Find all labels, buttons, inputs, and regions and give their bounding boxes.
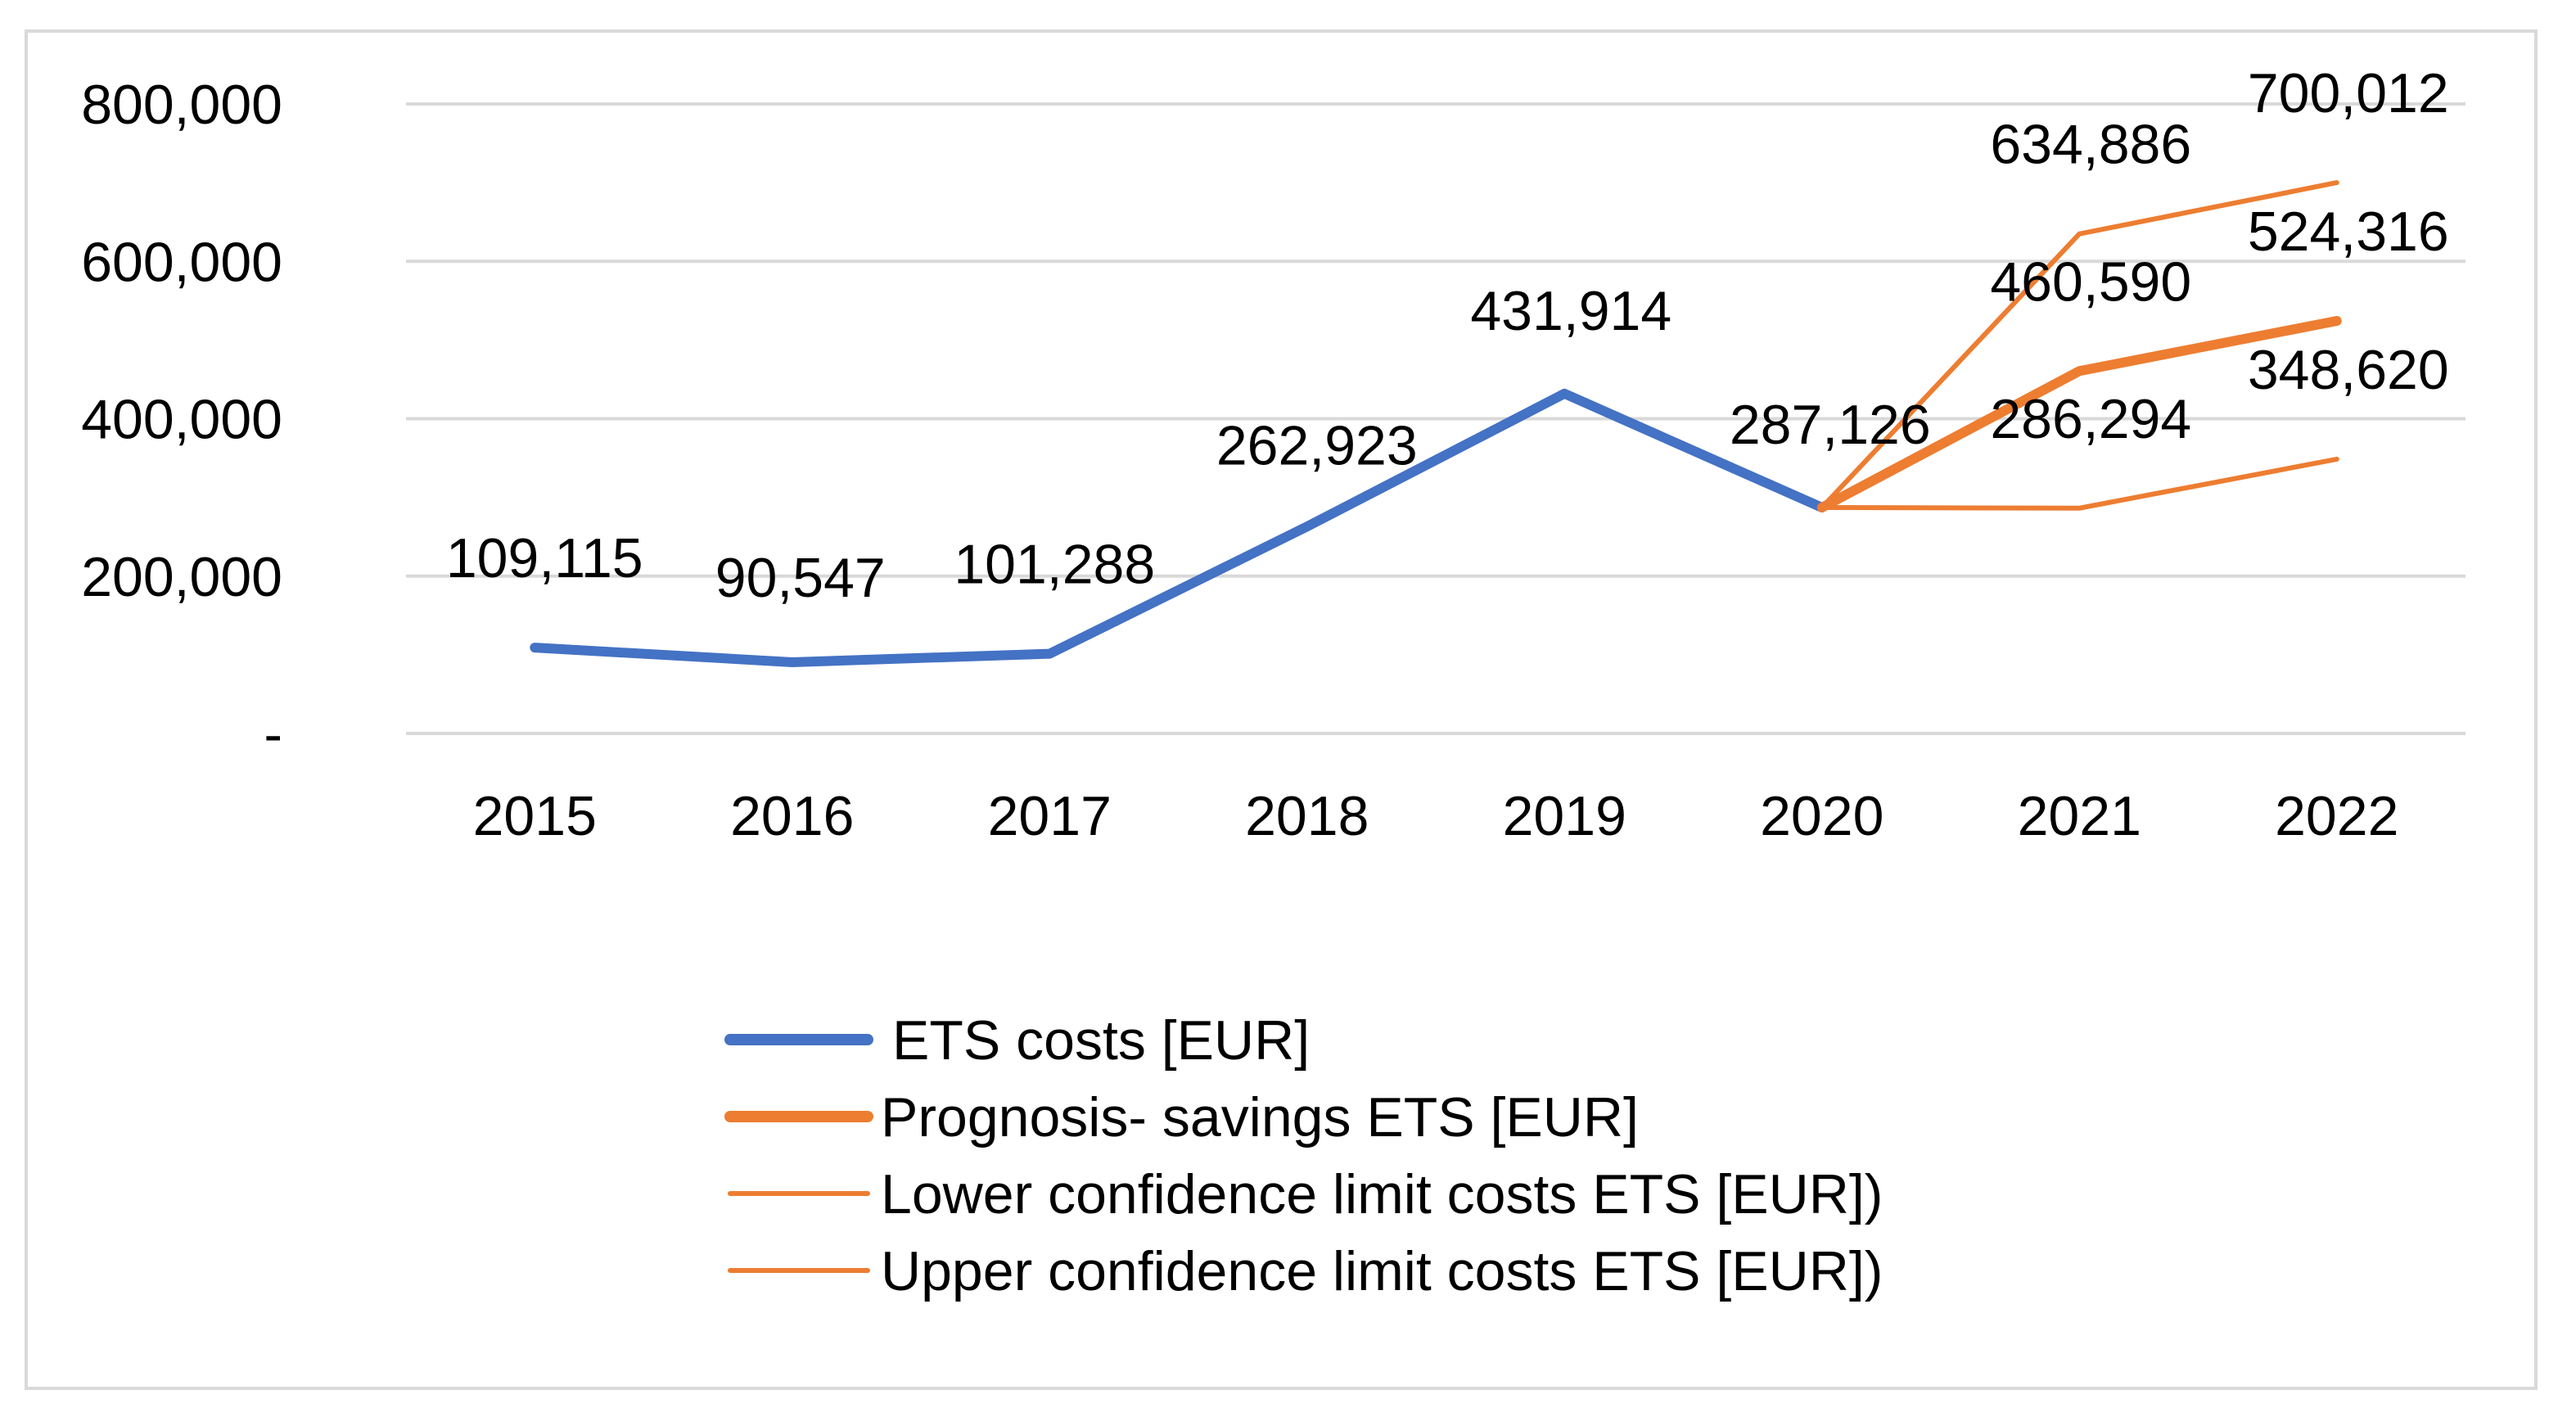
series-line-1: [1816, 316, 2342, 513]
y-tick-label: 200,000: [81, 546, 282, 608]
data-label: 431,914: [1470, 280, 1671, 342]
x-tick-label: 2016: [730, 785, 854, 847]
legend-label: Prognosis- savings ETS [EUR]: [881, 1086, 1639, 1148]
y-tick-label: 600,000: [81, 231, 282, 293]
data-label: 109,115: [446, 527, 643, 589]
x-tick-label: 2019: [1503, 785, 1626, 847]
x-tick-label: 2020: [1760, 785, 1884, 847]
data-labels: 109,115 90,547 101,288 262,923 431,914 287,12…: [446, 62, 2449, 609]
y-axis-ticks: - 200,000 400,000 600,000 800,000: [81, 74, 282, 765]
series-line-3: [1819, 180, 2339, 511]
y-tick-label: 400,000: [81, 389, 282, 451]
x-tick-label: 2015: [473, 785, 597, 847]
data-label: 700,012: [2248, 62, 2449, 124]
x-tick-label: 2022: [2275, 785, 2398, 847]
data-label: 634,886: [1990, 114, 2191, 176]
gridlines: [406, 102, 2465, 735]
legend-label: ETS costs [EUR]: [892, 1009, 1310, 1072]
data-label: 262,923: [1216, 414, 1418, 476]
legend: ETS costs [EUR] Prognosis- savings ETS [E…: [724, 1009, 1883, 1302]
series-lines: [530, 180, 2342, 667]
data-label: 287,126: [1730, 394, 1931, 456]
data-label: 460,590: [1990, 250, 2191, 313]
series-line-0: [530, 388, 1827, 667]
data-label: 286,294: [1990, 388, 2191, 450]
series-line-2: [1819, 456, 2339, 511]
data-label: 348,620: [2248, 339, 2449, 401]
chart-frame: [25, 29, 2538, 1390]
x-tick-label: 2017: [988, 785, 1112, 847]
legend-label: Upper confidence limit costs ETS [EUR]): [881, 1240, 1883, 1302]
data-label: 101,288: [954, 534, 1155, 596]
x-tick-label: 2021: [2018, 785, 2141, 847]
x-tick-label: 2018: [1245, 785, 1369, 847]
data-label: 524,316: [2248, 201, 2449, 263]
data-label: 90,547: [715, 547, 886, 609]
y-tick-label: -: [264, 703, 282, 765]
legend-label: Lower confidence limit costs ETS [EUR]): [881, 1163, 1883, 1225]
x-axis-ticks: 2015 2016 2017 2018 2019 2020 2021 2022: [473, 785, 2399, 847]
y-tick-label: 800,000: [81, 74, 282, 136]
